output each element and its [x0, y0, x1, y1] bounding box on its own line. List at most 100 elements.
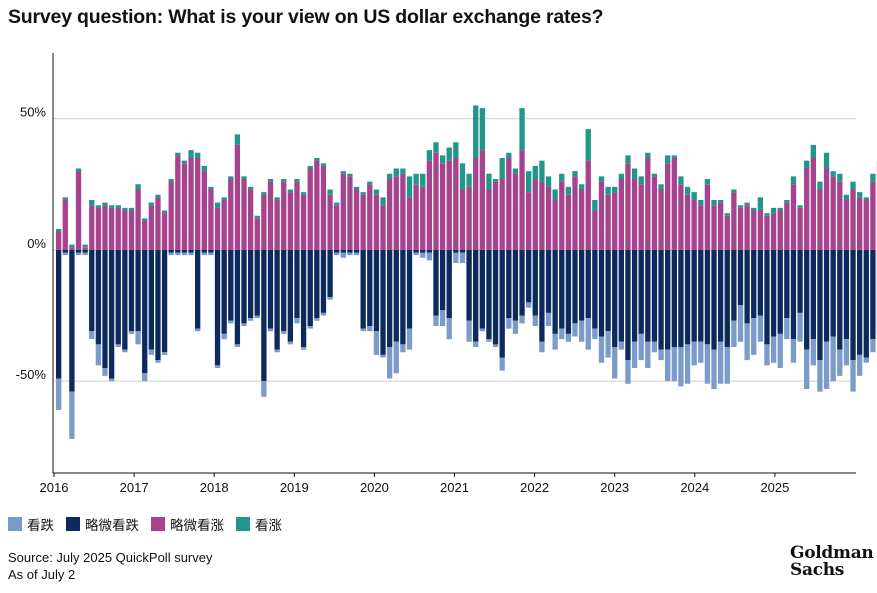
bar-segment [506, 318, 512, 329]
bar-segment [386, 249, 393, 347]
bar-segment [698, 341, 704, 363]
x-tick-labels: 2016 2017 2018 2019 2020 2021 2022 2023 2024 2025 [40, 473, 789, 495]
bar-segment [486, 339, 492, 342]
bar-segment [367, 326, 373, 332]
bar-segment [539, 181, 545, 250]
bar-segment [678, 176, 684, 185]
bar-segment [612, 249, 618, 347]
x-tick-label: 2025 [760, 480, 789, 495]
bar-segment [261, 192, 267, 195]
bar-segment [433, 142, 439, 153]
bar-segment [770, 207, 777, 214]
bar-segment [208, 189, 214, 250]
bar-segment [850, 181, 856, 190]
bar-segment [148, 202, 154, 206]
bar-segment [413, 252, 419, 256]
bar-segment [532, 249, 538, 316]
bar-segment [519, 108, 525, 151]
bar-segment [612, 192, 618, 250]
bar-segment [426, 249, 433, 253]
bar-segment [731, 320, 737, 347]
bar-segment [757, 197, 764, 211]
bar-segment [453, 142, 459, 158]
bar-segment [135, 331, 141, 345]
bar-segment [605, 186, 611, 195]
bar-segment [545, 186, 552, 250]
bar-segment [684, 186, 691, 195]
bar-segment [148, 349, 154, 355]
bar-segment [777, 207, 783, 211]
bar-segment [645, 152, 651, 158]
bar-segment [804, 249, 810, 350]
bar-segment [353, 249, 360, 253]
bar-segment [479, 328, 485, 332]
bar-segment [618, 179, 625, 250]
bar-segment [62, 252, 68, 256]
bar-segment [426, 150, 433, 161]
bar-segment [89, 331, 95, 340]
bar-segment [545, 176, 552, 187]
bar-segment [400, 344, 406, 353]
bar-segment [499, 158, 505, 179]
chart-title: Survey question: What is your view on US… [8, 6, 604, 28]
bar-segment [837, 249, 843, 350]
bar-segment [665, 249, 671, 350]
bar-segment [870, 173, 876, 182]
bar-segment [254, 249, 260, 316]
bar-segment [830, 249, 836, 337]
bar-segment [102, 249, 108, 368]
bar-segment [638, 249, 644, 334]
bar-segment [651, 176, 658, 250]
bars [56, 105, 877, 439]
bar-segment [267, 328, 274, 332]
bar-segment [731, 249, 737, 321]
bar-segment [585, 249, 591, 319]
bar-segment [360, 194, 366, 250]
bar-segment [373, 194, 380, 250]
bar-segment [731, 192, 737, 250]
x-tick-label: 2023 [600, 480, 629, 495]
bar-segment [208, 249, 214, 253]
bar-segment [724, 249, 730, 347]
bar-segment [155, 360, 161, 363]
bar-segment [757, 249, 764, 316]
bar-segment [492, 249, 499, 345]
bar-segment [82, 244, 88, 248]
bar-segment [817, 181, 823, 190]
bar-segment [790, 176, 797, 185]
bar-segment [578, 249, 585, 321]
bar-segment [810, 249, 816, 340]
bar-segment [790, 249, 797, 340]
bar-segment [453, 158, 459, 250]
bar-segment [380, 354, 386, 358]
bar-segment [671, 155, 677, 158]
bar-segment [188, 150, 194, 158]
bar-segment [201, 249, 207, 253]
bar-segment [168, 249, 174, 253]
bar-segment [552, 333, 558, 350]
bar-segment [565, 249, 572, 334]
legend: 看跌 略微看跌 略微看涨 看涨 [8, 514, 294, 534]
bar-segment [605, 249, 611, 332]
bar-segment [175, 252, 181, 256]
bar-segment [155, 197, 161, 250]
bar-segment [400, 173, 406, 250]
bar-segment [565, 194, 572, 250]
bar-segment [645, 249, 651, 342]
bar-segment [406, 197, 413, 250]
bar-segment [393, 341, 399, 374]
bar-segment [214, 207, 221, 250]
bar-segment [711, 349, 717, 389]
bar-segment [625, 249, 631, 361]
bar-segment [228, 320, 234, 324]
bar-segment [294, 249, 300, 319]
bar-segment [281, 331, 287, 334]
bar-segment [717, 341, 724, 384]
bar-segment [797, 249, 803, 313]
bar-segment [175, 155, 181, 250]
bar-segment [241, 176, 247, 179]
bar-segment [367, 249, 373, 326]
bar-segment [228, 249, 234, 321]
bar-segment [492, 181, 499, 250]
bar-segment [526, 171, 532, 193]
